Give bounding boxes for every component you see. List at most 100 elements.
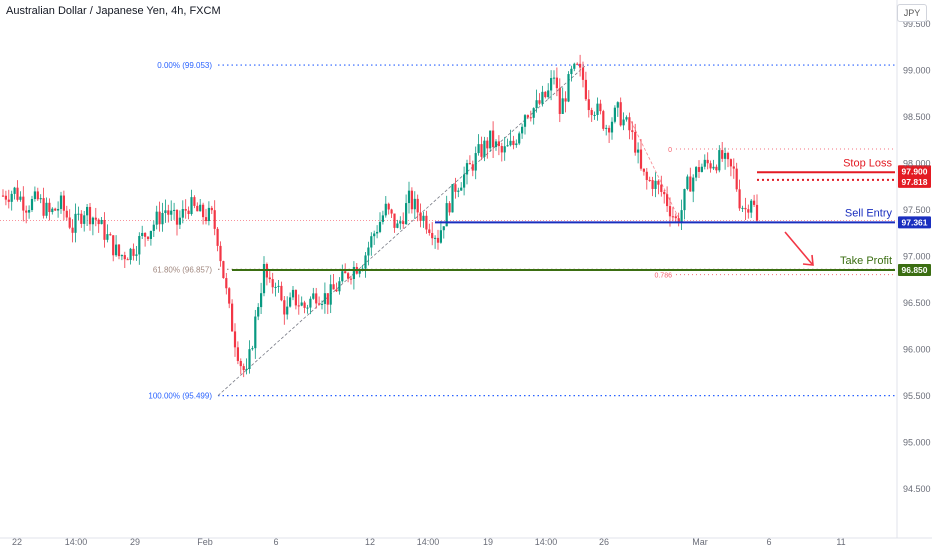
currency-button[interactable]: JPY [897,4,927,22]
candle-body [170,210,173,215]
candle-body [187,210,190,215]
candle-body [622,119,625,126]
candle-body [25,210,28,213]
candle-body [164,210,167,214]
candle-body [1,195,5,197]
candle-body [54,208,57,211]
candle-body [103,219,106,240]
candle-body [648,179,651,181]
candle-body [616,102,619,108]
candle-body [306,307,309,309]
candle-body [16,187,19,200]
candle-body [468,163,471,165]
candle-body [239,360,242,367]
candle-body [42,198,45,216]
candle-body [10,193,13,202]
candle-body [712,166,715,169]
candle-body [439,230,442,243]
price-tag-label: 96.850 [902,265,928,275]
candle-body [523,115,527,127]
candle-body [318,303,321,305]
candle-body [202,204,205,218]
candle-body [94,217,97,220]
candle-body [115,244,118,256]
x-tick-label: 14:00 [65,537,88,547]
candle-body [494,141,498,148]
candle-body [184,209,187,211]
candle-body [399,221,402,224]
fibonacci-retracements: 0.00% (99.053) 61.80% (96.857) 100.00% (95… [0,61,895,401]
candle-body [149,230,152,239]
candle-body [28,210,31,213]
candle-body [547,90,550,98]
candle-body [13,187,16,194]
projection-arrow [784,231,814,266]
candle-body [271,279,274,288]
candle-body [512,140,515,146]
candle-body [463,174,466,188]
candle-body [341,271,344,282]
candle-body [144,232,147,237]
fib-level-label: 0.00% (99.053) [157,61,212,70]
candle-body [277,285,280,287]
x-tick-label: 19 [483,537,493,547]
candle-body [724,153,727,159]
candle-body [666,194,669,207]
candle-body [602,111,605,129]
candle-body [587,99,590,111]
price-tag [898,175,931,188]
x-tick-label: 26 [599,537,609,547]
candle-body [477,144,480,154]
candle-body [120,255,123,257]
candle-body [738,189,741,209]
x-tick-label: 22 [12,537,22,547]
candle-body [750,200,753,213]
y-tick-label: 94.500 [903,484,931,494]
price-tag-label: 97.818 [902,177,928,187]
candle-body [141,232,144,237]
candle-body [555,77,558,89]
candle-body [181,209,184,218]
candle-body [677,218,680,222]
candle-body [683,189,686,211]
candle-body [347,273,350,279]
candle-body [109,234,112,236]
candle-body [260,293,263,308]
candle-body [22,196,25,211]
take-profit-label: Take Profit [840,255,892,267]
candle-body [631,130,634,133]
chart-title: Australian Dollar / Japanese Yen, 4h, FX… [6,5,221,17]
candle-body [323,293,326,304]
candle-body [62,195,65,211]
candle-body [431,232,434,239]
candle-body [642,168,645,172]
candle-body [228,288,231,304]
candle-body [732,166,735,169]
fib2-level-label: 0.786 [654,273,672,280]
candle-body [48,202,51,213]
candle-body [741,207,744,209]
candle-body [283,300,286,315]
candle-body [210,207,213,211]
candle-body [100,219,103,225]
candle-body [413,198,416,210]
candle-body [335,289,338,292]
candle-body [378,221,382,232]
candle-body [529,117,532,119]
candle-body [384,203,387,216]
price-tag [898,263,931,276]
candle-body [146,236,150,239]
y-tick-label: 96.500 [903,298,931,308]
candle-body [86,206,89,216]
candle-body [639,149,643,169]
candle-body [338,281,341,292]
x-tick-label: 6 [273,537,278,547]
candle-body [744,207,747,210]
candle-body [686,176,689,190]
candle-body [596,103,599,115]
candle-body [654,180,657,189]
candle-body [254,316,257,349]
candle-body [7,199,10,202]
candle-body [97,219,100,225]
